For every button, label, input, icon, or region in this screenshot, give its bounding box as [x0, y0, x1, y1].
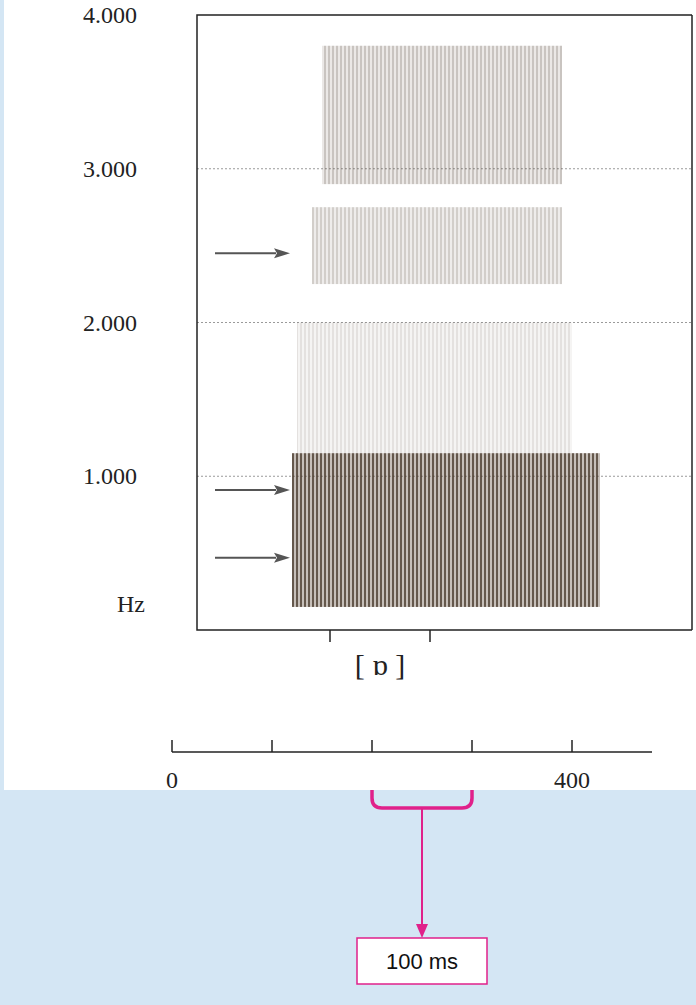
formant-arrowhead [274, 553, 290, 563]
spectrogram [292, 46, 600, 607]
y-tick-label: 4.000 [83, 2, 137, 28]
energy-band [312, 207, 562, 284]
x-minor-tick [271, 740, 273, 752]
formant-arrow [215, 557, 276, 559]
y-tick-label: 3.000 [83, 156, 137, 182]
panel [4, 0, 696, 790]
annotation-box [357, 938, 487, 984]
x-tick-label: 400 [554, 767, 590, 793]
formant-arrow [215, 489, 276, 491]
time-axis [172, 751, 652, 753]
annotation-arrow [421, 808, 423, 925]
formant-arrow [215, 252, 276, 254]
x-minor-tick [371, 740, 373, 752]
annotation-arrowhead [416, 924, 428, 938]
formant-arrowhead [274, 485, 290, 495]
formant-arrowhead [274, 248, 290, 258]
frame [197, 15, 692, 630]
x-minor-tick [471, 740, 473, 752]
frame [691, 15, 693, 630]
x-tick [171, 740, 173, 752]
annotation-text: 100 ms [386, 949, 458, 974]
segment-tick [429, 630, 431, 642]
segment-label: [ ɒ ] [355, 648, 406, 681]
energy-band [297, 323, 572, 454]
bracket [372, 790, 472, 808]
x-tick [571, 740, 573, 752]
energy-band [322, 46, 562, 184]
x-tick-label: 0 [166, 767, 178, 793]
y-tick-label: 1.000 [83, 463, 137, 489]
figure: 1.000 2.000 3.000 4.000 Hz [ ɒ ] 0 400 100 ms [0, 0, 696, 1005]
energy-band [292, 453, 600, 607]
y-tick-label: 2.000 [83, 310, 137, 336]
y-axis-label: Hz [117, 591, 145, 617]
segment-tick [329, 630, 331, 642]
